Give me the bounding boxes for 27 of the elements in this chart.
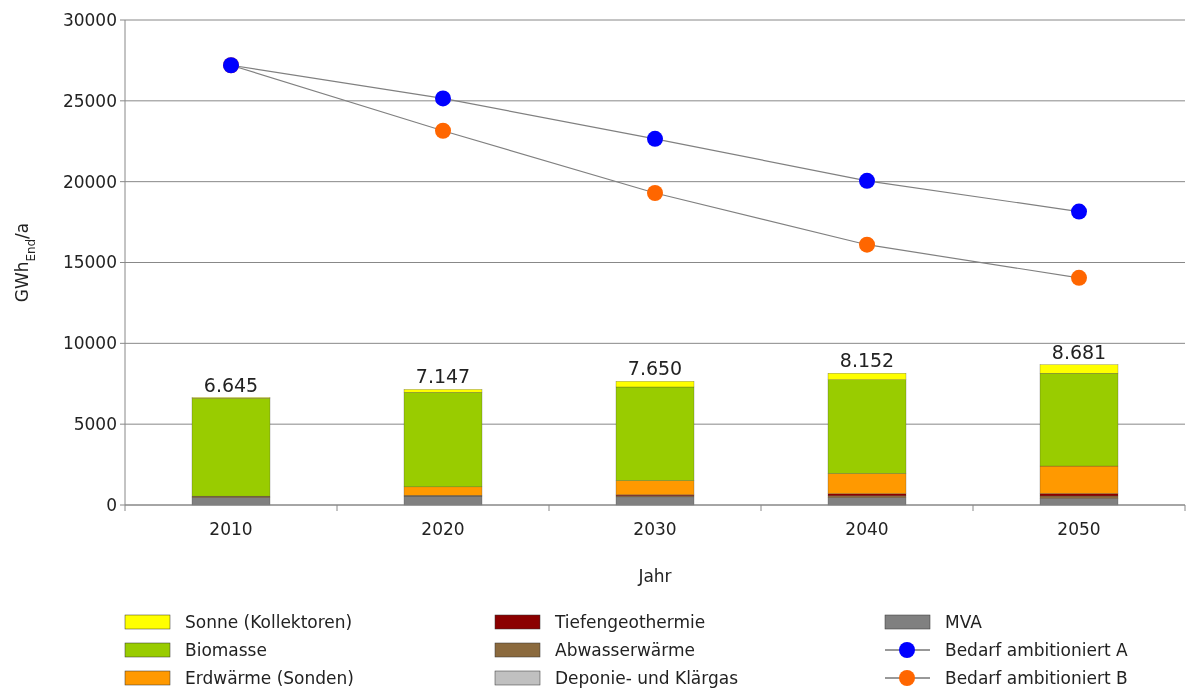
y-tick-label: 15000	[62, 252, 117, 273]
legend-label: Bedarf ambitioniert B	[945, 667, 1128, 688]
y-tick-label: 5000	[73, 414, 117, 435]
x-axis-title: Jahr	[637, 566, 672, 586]
total-label: 8.681	[1051, 340, 1107, 363]
total-label: 6.645	[203, 373, 259, 396]
x-tick-label: 2020	[421, 519, 465, 539]
x-tick-label: 2030	[633, 519, 677, 539]
legend-label: Bedarf ambitioniert A	[945, 639, 1128, 660]
legend-label: Tiefengeothermie	[554, 611, 706, 632]
legend-label: Erdwärme (Sonden)	[185, 667, 354, 688]
y-tick-label: 0	[106, 494, 117, 515]
x-tick-label: 2050	[1057, 519, 1101, 539]
total-label: 7.147	[415, 365, 471, 388]
y-tick-label: 30000	[62, 9, 117, 30]
total-label: 8.152	[839, 349, 895, 372]
total-label: 7.650	[627, 357, 683, 380]
legend-label: Abwasserwärme	[555, 639, 695, 660]
legend-label: MVA	[945, 611, 983, 632]
y-tick-label: 25000	[62, 90, 117, 111]
legend-label: Deponie- und Klärgas	[555, 667, 739, 688]
legend-label: Sonne (Kollektoren)	[185, 611, 353, 632]
y-tick-label: 10000	[62, 333, 117, 354]
legend-label: Biomasse	[185, 639, 267, 660]
x-tick-label: 2010	[209, 519, 253, 539]
x-tick-label: 2040	[845, 519, 889, 539]
y-tick-label: 20000	[62, 171, 117, 192]
